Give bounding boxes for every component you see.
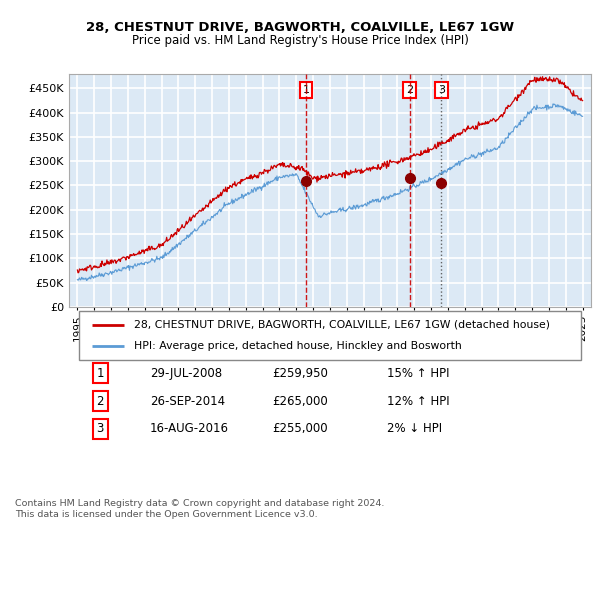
Text: 2: 2 bbox=[97, 395, 104, 408]
Text: Contains HM Land Registry data © Crown copyright and database right 2024.: Contains HM Land Registry data © Crown c… bbox=[15, 499, 385, 507]
Text: 28, CHESTNUT DRIVE, BAGWORTH, COALVILLE, LE67 1GW (detached house): 28, CHESTNUT DRIVE, BAGWORTH, COALVILLE,… bbox=[134, 320, 550, 330]
Text: 2: 2 bbox=[406, 85, 413, 95]
Text: £255,000: £255,000 bbox=[272, 422, 328, 435]
Text: Price paid vs. HM Land Registry's House Price Index (HPI): Price paid vs. HM Land Registry's House … bbox=[131, 34, 469, 47]
Text: 1: 1 bbox=[302, 85, 310, 95]
Text: 12% ↑ HPI: 12% ↑ HPI bbox=[388, 395, 450, 408]
Text: £259,950: £259,950 bbox=[272, 367, 328, 380]
Text: 26-SEP-2014: 26-SEP-2014 bbox=[150, 395, 225, 408]
Text: This data is licensed under the Open Government Licence v3.0.: This data is licensed under the Open Gov… bbox=[15, 510, 317, 519]
Text: 16-AUG-2016: 16-AUG-2016 bbox=[150, 422, 229, 435]
Text: HPI: Average price, detached house, Hinckley and Bosworth: HPI: Average price, detached house, Hinc… bbox=[134, 341, 462, 351]
Text: 1: 1 bbox=[97, 367, 104, 380]
Text: 15% ↑ HPI: 15% ↑ HPI bbox=[388, 367, 450, 380]
Text: 29-JUL-2008: 29-JUL-2008 bbox=[150, 367, 222, 380]
Text: 3: 3 bbox=[97, 422, 104, 435]
Text: 28, CHESTNUT DRIVE, BAGWORTH, COALVILLE, LE67 1GW: 28, CHESTNUT DRIVE, BAGWORTH, COALVILLE,… bbox=[86, 21, 514, 34]
Text: 2% ↓ HPI: 2% ↓ HPI bbox=[388, 422, 443, 435]
Text: 3: 3 bbox=[438, 85, 445, 95]
Bar bbox=[79, 311, 581, 360]
Text: £265,000: £265,000 bbox=[272, 395, 328, 408]
